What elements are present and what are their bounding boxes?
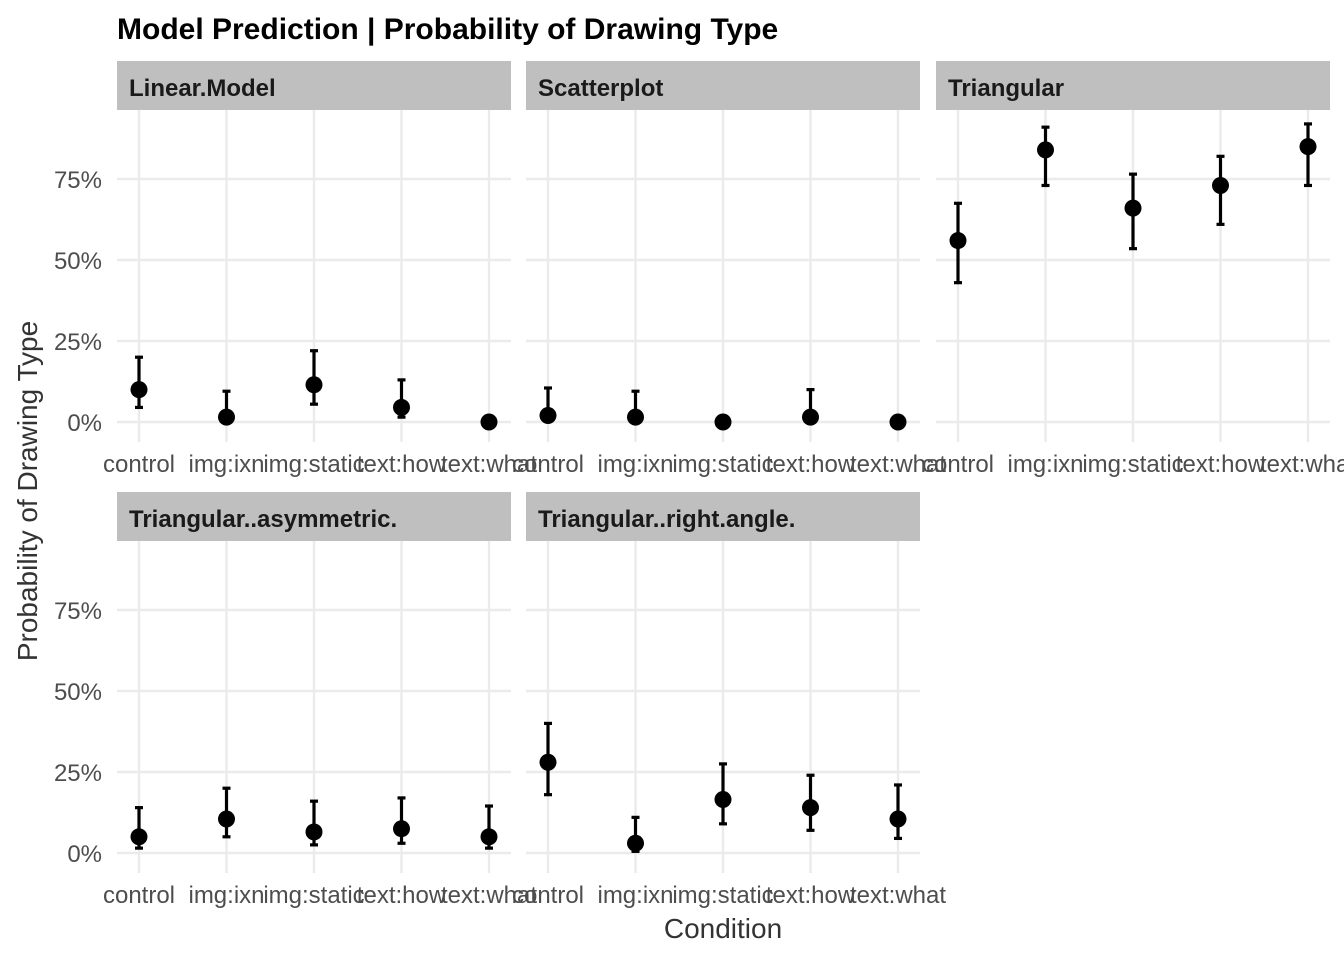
y-tick-label: 50% <box>54 248 102 275</box>
data-point <box>714 791 732 809</box>
x-tick-label: control <box>512 451 584 478</box>
data-point <box>1124 199 1142 217</box>
x-tick-label: img:ixn <box>188 451 264 478</box>
x-tick-label: img:ixn <box>597 882 673 909</box>
y-tick-label: 75% <box>54 167 102 194</box>
x-tick-label: text:what <box>1260 451 1344 478</box>
data-point <box>130 828 148 846</box>
y-axis-title: Probability of Drawing Type <box>12 321 43 661</box>
data-point <box>539 407 557 425</box>
data-point <box>889 413 907 431</box>
x-tick-label: text:what <box>850 451 946 478</box>
facet-strip-label: Triangular..right.angle. <box>538 506 795 533</box>
data-point <box>393 820 410 838</box>
x-tick-label: img:static <box>672 451 773 478</box>
data-point <box>1212 176 1229 194</box>
x-tick-label: text:what <box>850 882 946 909</box>
facet-panel: Triangular..right.angle. control img:ixnim… <box>512 492 946 909</box>
y-tick-label: 25% <box>54 329 102 356</box>
data-point <box>305 823 323 841</box>
x-tick-label: text:how <box>766 451 856 478</box>
data-point <box>305 376 323 394</box>
data-point <box>218 810 235 828</box>
data-point <box>949 232 967 250</box>
chart-title: Model Prediction | Probability of Drawin… <box>117 13 778 46</box>
facet-panel: Linear.Model 0% 25% 50% 75% control img:ixnimg… <box>54 61 537 478</box>
facet-strip-label: Triangular..asymmetric. <box>129 506 397 533</box>
facet-strip-label: Triangular <box>948 75 1064 102</box>
x-axis-title: Condition <box>664 913 782 944</box>
data-point <box>218 408 235 426</box>
facet-strip <box>526 61 920 110</box>
x-tick-label: control <box>922 451 994 478</box>
data-point <box>539 753 557 771</box>
x-tick-label: control <box>103 451 175 478</box>
data-point <box>714 413 732 431</box>
x-tick-label: control <box>103 882 175 909</box>
x-tick-label: text:how <box>1176 451 1266 478</box>
data-point <box>627 408 644 426</box>
data-point <box>1037 141 1054 159</box>
x-tick-label: text:how <box>357 882 447 909</box>
data-point <box>627 834 644 852</box>
x-tick-label: img:static <box>263 882 364 909</box>
data-point <box>889 810 907 828</box>
y-tick-label: 25% <box>54 760 102 787</box>
data-point <box>480 828 498 846</box>
y-tick-label: 0% <box>67 841 102 868</box>
y-tick-label: 75% <box>54 598 102 625</box>
facet-panel: Triangular..asymmetric. 0% 25% 50% 75% contro… <box>54 492 537 909</box>
data-point <box>393 398 410 416</box>
y-tick-label: 50% <box>54 679 102 706</box>
x-tick-label: img:ixn <box>1007 451 1083 478</box>
x-tick-label: text:what <box>441 882 537 909</box>
x-tick-label: img:ixn <box>188 882 264 909</box>
y-tick-label: 0% <box>67 410 102 437</box>
data-point <box>130 381 148 399</box>
x-tick-label: text:what <box>441 451 537 478</box>
facet-strip <box>936 61 1330 110</box>
x-tick-label: text:how <box>357 451 447 478</box>
facet-strip-label: Scatterplot <box>538 75 663 102</box>
data-point <box>1299 138 1317 156</box>
facet-strip-label: Linear.Model <box>129 75 276 102</box>
x-tick-label: img:static <box>263 451 364 478</box>
facet-strip <box>117 61 511 110</box>
facet-strip <box>117 492 511 541</box>
data-point <box>802 408 819 426</box>
data-point <box>480 413 498 431</box>
x-tick-label: text:how <box>766 882 856 909</box>
facet-strip <box>526 492 920 541</box>
x-tick-label: img:static <box>1082 451 1183 478</box>
data-point <box>802 799 819 817</box>
x-tick-label: control <box>512 882 584 909</box>
facet-panel: Triangular control img:ixnimg:statictext:h… <box>922 61 1344 478</box>
x-tick-label: img:static <box>672 882 773 909</box>
x-tick-label: img:ixn <box>597 451 673 478</box>
